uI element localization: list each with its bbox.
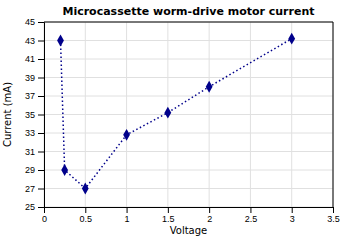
tick-label: 2.5	[245, 214, 258, 224]
tick: 31	[25, 147, 44, 157]
tick-mark	[168, 207, 169, 213]
grid	[44, 22, 333, 207]
tick-mark	[333, 207, 334, 213]
grid-line	[44, 77, 333, 78]
tick: 29	[25, 165, 44, 175]
point	[57, 35, 64, 47]
tick: 0	[42, 207, 47, 224]
tick-label: 37	[25, 91, 35, 101]
grid-line	[44, 151, 333, 152]
tick-label: 0	[42, 214, 47, 224]
tick-mark	[85, 207, 86, 213]
tick-label: 25	[25, 202, 35, 212]
tick: 41	[25, 54, 44, 64]
tick-mark	[38, 133, 44, 134]
tick-label: 41	[25, 54, 35, 64]
tick-mark	[38, 189, 44, 190]
tick: 45	[25, 17, 44, 27]
grid-line	[44, 96, 333, 97]
tick-mark	[38, 78, 44, 79]
axis-line	[45, 208, 334, 214]
tick: 37	[25, 91, 44, 101]
tick-label: 39	[25, 73, 35, 83]
tick-mark	[38, 170, 44, 171]
chart: 0 0.5 1 1.5 2 2.5 3 3.5 25 27 29 31 33 35 37 39 41 43 45 Mi…	[0, 0, 345, 239]
tick-label: 3	[290, 214, 295, 224]
frame	[333, 22, 334, 207]
point	[288, 33, 295, 45]
grid-line	[333, 22, 334, 207]
tick: 33	[25, 128, 44, 138]
point	[164, 107, 171, 119]
point	[61, 164, 68, 176]
tick-label: 1.5	[162, 214, 175, 224]
tick-label: 43	[25, 36, 35, 46]
tick-mark	[38, 96, 44, 97]
tick-label: 35	[25, 110, 35, 120]
grid-line	[44, 22, 333, 23]
x-axis-title: Voltage	[170, 225, 208, 236]
tick-mark	[250, 207, 251, 213]
tick: 39	[25, 73, 44, 83]
tick: 43	[25, 36, 44, 46]
plot: 0 0.5 1 1.5 2 2.5 3 3.5 25 27 29 31 33 35 37 39 41 43 45	[25, 17, 340, 224]
tick-label: 0.5	[80, 214, 93, 224]
tick-mark	[292, 207, 293, 213]
tick-label: 29	[25, 165, 35, 175]
tick: 1	[125, 207, 130, 224]
tick-label: 1	[125, 214, 130, 224]
point	[206, 81, 213, 93]
tick: 0.5	[80, 207, 93, 224]
tick: 27	[25, 184, 44, 194]
point	[82, 183, 89, 195]
tick-label: 33	[25, 128, 35, 138]
title: Microcassette worm-drive motor current	[62, 5, 314, 18]
tick-label: 2	[207, 214, 212, 224]
tick-label: 3.5	[327, 214, 340, 224]
tick-mark	[38, 207, 44, 208]
frame	[44, 22, 333, 23]
grid-line	[44, 59, 333, 60]
tick-mark	[38, 59, 44, 60]
tick-mark	[38, 22, 44, 23]
tick-mark	[209, 207, 210, 213]
tick: 2	[207, 207, 212, 224]
tick: 35	[25, 110, 44, 120]
tick-mark	[127, 207, 128, 213]
tick-label: 45	[25, 17, 35, 27]
line	[61, 39, 292, 189]
tick-mark	[38, 41, 44, 42]
y-axis-title: Current (mA)	[2, 82, 13, 147]
tick-mark	[38, 115, 44, 116]
grid-line	[44, 114, 333, 115]
tick: 3.5	[327, 207, 340, 224]
x-axis: 0 0.5 1 1.5 2 2.5 3 3.5	[42, 207, 340, 224]
axis-line	[38, 23, 45, 208]
grid-line	[44, 170, 333, 171]
tick: 3	[290, 207, 295, 224]
tick: 25	[25, 202, 44, 212]
tick-label: 31	[25, 147, 35, 157]
tick: 2.5	[245, 207, 258, 224]
tick-label: 27	[25, 184, 35, 194]
tick: 1.5	[162, 207, 175, 224]
y-axis: 25 27 29 31 33 35 37 39 41 43 45	[25, 17, 45, 212]
point	[123, 129, 130, 141]
tick-mark	[38, 152, 44, 153]
marks	[57, 33, 295, 195]
grid-line	[44, 133, 333, 134]
